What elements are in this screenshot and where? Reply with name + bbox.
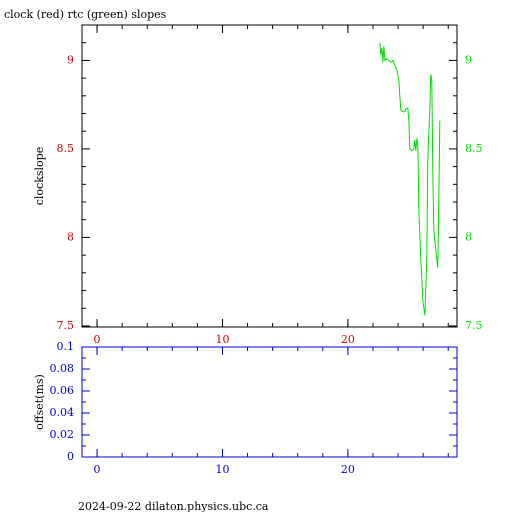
y-tick-label: 0.1: [57, 340, 75, 353]
y-tick-label: 8.5: [57, 142, 75, 155]
y-tick-label: 7.5: [57, 319, 75, 332]
x-tick-label: 10: [215, 463, 229, 476]
y-tick-label: 8: [67, 230, 74, 243]
chart-title: clock (red) rtc (green) slopes: [4, 8, 167, 21]
y-tick-label: 9: [67, 53, 74, 66]
x-tick-label: 20: [341, 463, 355, 476]
x-tick-label: 0: [94, 463, 101, 476]
y2-tick-label: 8.5: [465, 142, 483, 155]
x-tick-label: 0: [94, 333, 101, 346]
series-line: [379, 42, 441, 316]
y-tick-label: 0.06: [50, 384, 75, 397]
footer: 2024-09-22 dilaton.physics.ubc.ca: [78, 500, 269, 512]
y-axis-label: offset(ms): [33, 374, 46, 430]
plot-frame: [81, 24, 458, 328]
y-tick-label: 0.08: [50, 362, 75, 375]
y2-tick-label: 9: [465, 53, 472, 66]
y-tick-label: 0.02: [50, 428, 75, 441]
y-tick-label: 0: [67, 450, 74, 463]
y-axis-label: clockslope: [33, 147, 46, 205]
y-tick-label: 0.04: [50, 406, 75, 419]
y2-tick-label: 8: [465, 230, 472, 243]
y2-tick-label: 7.5: [465, 319, 483, 332]
x-tick-label: 20: [341, 333, 355, 346]
x-tick-label: 10: [215, 333, 229, 346]
